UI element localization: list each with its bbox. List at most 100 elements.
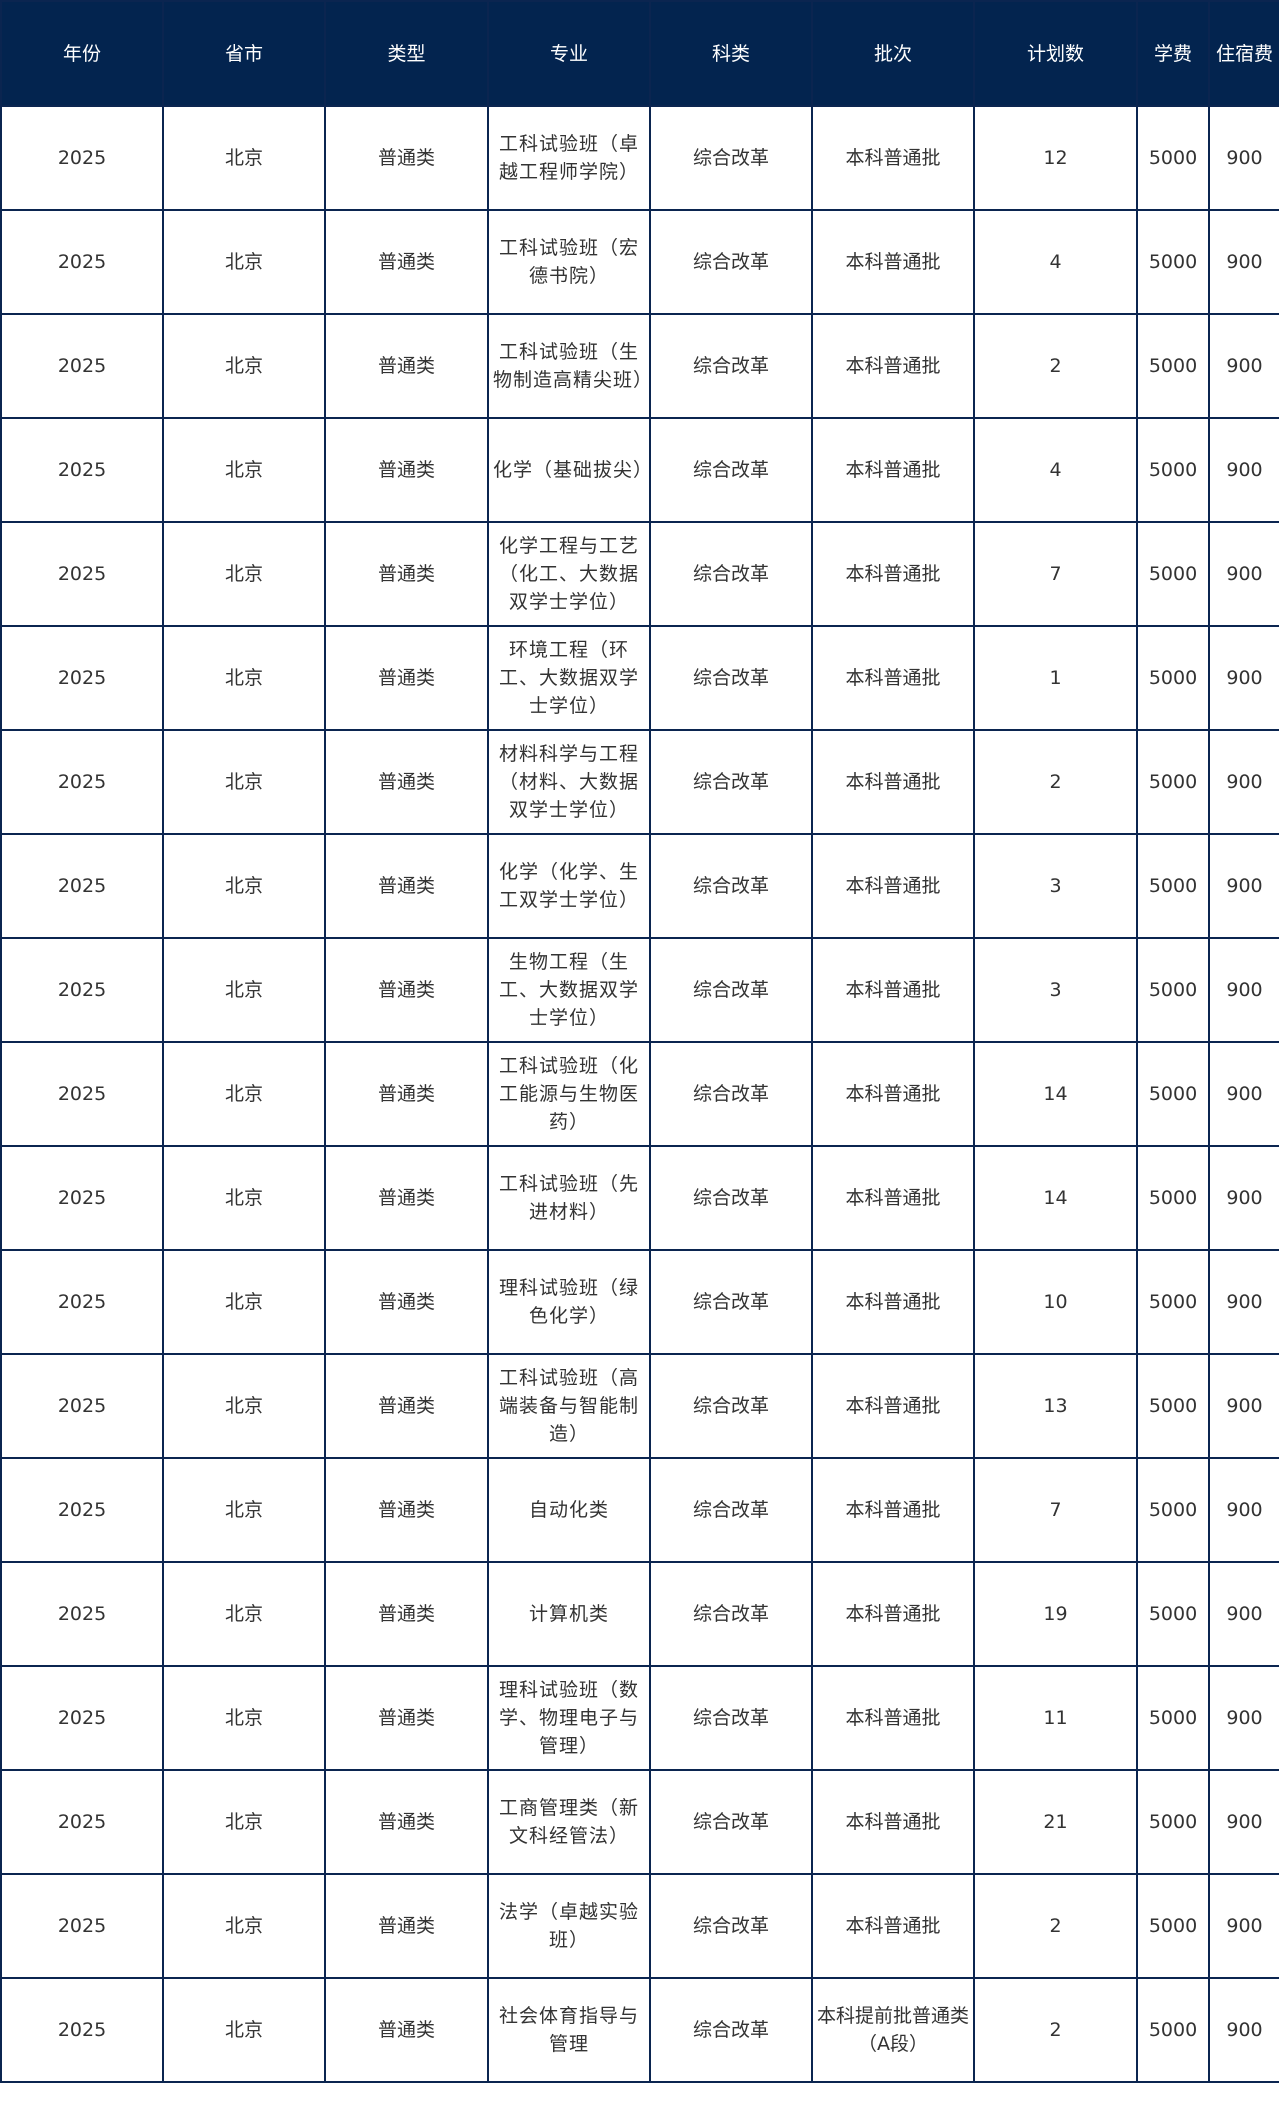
cell-major: 法学（卓越实验班） (487, 1873, 651, 1979)
cell-batch: 本科普通批 (811, 313, 975, 419)
cell-tuition: 5000 (1136, 1769, 1210, 1875)
cell-batch: 本科普通批 (811, 1457, 975, 1563)
cell-province: 北京 (162, 729, 326, 835)
cell-major: 化学（化学、生工双学士学位） (487, 833, 651, 939)
table-row: 2025 北京 普通类 计算机类 综合改革 本科普通批 19 5000 900 (0, 1561, 1279, 1667)
cell-dorm-fee: 900 (1208, 1249, 1279, 1355)
cell-year: 2025 (0, 729, 164, 835)
header-subject: 科类 (649, 0, 813, 107)
cell-plan-count: 7 (973, 1457, 1138, 1563)
cell-batch: 本科普通批 (811, 729, 975, 835)
header-major: 专业 (487, 0, 651, 107)
cell-province: 北京 (162, 625, 326, 731)
cell-major: 工科试验班（高端装备与智能制造） (487, 1353, 651, 1459)
cell-plan-count: 1 (973, 625, 1138, 731)
cell-tuition: 5000 (1136, 1561, 1210, 1667)
cell-dorm-fee: 900 (1208, 417, 1279, 523)
cell-province: 北京 (162, 1977, 326, 2083)
cell-plan-count: 2 (973, 313, 1138, 419)
cell-batch: 本科普通批 (811, 1561, 975, 1667)
cell-tuition: 5000 (1136, 1873, 1210, 1979)
cell-type: 普通类 (324, 417, 489, 523)
cell-major: 化学工程与工艺（化工、大数据双学士学位） (487, 521, 651, 627)
cell-subject: 综合改革 (649, 417, 813, 523)
cell-province: 北京 (162, 417, 326, 523)
cell-province: 北京 (162, 105, 326, 211)
cell-dorm-fee: 900 (1208, 209, 1279, 315)
cell-province: 北京 (162, 1769, 326, 1875)
cell-tuition: 5000 (1136, 1041, 1210, 1147)
cell-major: 工商管理类（新文科经管法） (487, 1769, 651, 1875)
cell-type: 普通类 (324, 1665, 489, 1771)
table-row: 2025 北京 普通类 工科试验班（先进材料） 综合改革 本科普通批 14 5000 900 (0, 1145, 1279, 1251)
cell-tuition: 5000 (1136, 105, 1210, 211)
cell-province: 北京 (162, 1145, 326, 1251)
table-row: 2025 北京 普通类 工科试验班（高端装备与智能制造） 综合改革 本科普通批 13 5000… (0, 1353, 1279, 1459)
cell-dorm-fee: 900 (1208, 1457, 1279, 1563)
cell-subject: 综合改革 (649, 833, 813, 939)
cell-type: 普通类 (324, 105, 489, 211)
cell-batch: 本科普通批 (811, 209, 975, 315)
cell-subject: 综合改革 (649, 313, 813, 419)
table-row: 2025 北京 普通类 工科试验班（卓越工程师学院） 综合改革 本科普通批 12 5000 90… (0, 105, 1279, 211)
cell-year: 2025 (0, 1353, 164, 1459)
cell-province: 北京 (162, 937, 326, 1043)
cell-major: 材料科学与工程（材料、大数据双学士学位） (487, 729, 651, 835)
cell-year: 2025 (0, 1873, 164, 1979)
cell-subject: 综合改革 (649, 1457, 813, 1563)
cell-type: 普通类 (324, 313, 489, 419)
cell-year: 2025 (0, 105, 164, 211)
cell-province: 北京 (162, 313, 326, 419)
table-row: 2025 北京 普通类 环境工程（环工、大数据双学士学位） 综合改革 本科普通批 1 5000… (0, 625, 1279, 731)
cell-dorm-fee: 900 (1208, 1353, 1279, 1459)
cell-tuition: 5000 (1136, 1249, 1210, 1355)
cell-plan-count: 7 (973, 521, 1138, 627)
cell-subject: 综合改革 (649, 105, 813, 211)
cell-plan-count: 21 (973, 1769, 1138, 1875)
cell-batch: 本科普通批 (811, 1665, 975, 1771)
header-plan-count: 计划数 (973, 0, 1138, 107)
table-row: 2025 北京 普通类 化学工程与工艺（化工、大数据双学士学位） 综合改革 本科普通批 7 5… (0, 521, 1279, 627)
cell-major: 计算机类 (487, 1561, 651, 1667)
cell-province: 北京 (162, 1353, 326, 1459)
cell-dorm-fee: 900 (1208, 105, 1279, 211)
cell-plan-count: 3 (973, 833, 1138, 939)
cell-batch: 本科普通批 (811, 1769, 975, 1875)
cell-type: 普通类 (324, 1457, 489, 1563)
cell-dorm-fee: 900 (1208, 521, 1279, 627)
cell-subject: 综合改革 (649, 1769, 813, 1875)
cell-subject: 综合改革 (649, 1561, 813, 1667)
header-year: 年份 (0, 0, 164, 107)
cell-year: 2025 (0, 1249, 164, 1355)
cell-type: 普通类 (324, 1873, 489, 1979)
cell-batch: 本科普通批 (811, 625, 975, 731)
cell-subject: 综合改革 (649, 1145, 813, 1251)
cell-dorm-fee: 900 (1208, 1665, 1279, 1771)
cell-year: 2025 (0, 521, 164, 627)
table-row: 2025 北京 普通类 理科试验班（绿色化学） 综合改革 本科普通批 10 5000 900 (0, 1249, 1279, 1355)
cell-batch: 本科普通批 (811, 937, 975, 1043)
cell-plan-count: 19 (973, 1561, 1138, 1667)
cell-type: 普通类 (324, 521, 489, 627)
cell-major: 化学（基础拔尖） (487, 417, 652, 523)
cell-dorm-fee: 900 (1208, 1041, 1279, 1147)
cell-dorm-fee: 900 (1208, 625, 1279, 731)
cell-batch: 本科普通批 (811, 1145, 975, 1251)
cell-year: 2025 (0, 417, 164, 523)
cell-plan-count: 4 (973, 209, 1138, 315)
cell-major: 工科试验班（化工能源与生物医药） (487, 1041, 651, 1147)
table-row: 2025 北京 普通类 工科试验班（化工能源与生物医药） 综合改革 本科普通批 14 5000… (0, 1041, 1279, 1147)
cell-province: 北京 (162, 1561, 326, 1667)
cell-province: 北京 (162, 1249, 326, 1355)
cell-type: 普通类 (324, 625, 489, 731)
cell-subject: 综合改革 (649, 521, 813, 627)
cell-plan-count: 10 (973, 1249, 1138, 1355)
header-dorm-fee: 住宿费 (1208, 0, 1279, 107)
cell-tuition: 5000 (1136, 313, 1210, 419)
cell-subject: 综合改革 (649, 1665, 813, 1771)
cell-dorm-fee: 900 (1208, 1977, 1279, 2083)
cell-type: 普通类 (324, 1145, 489, 1251)
table-row: 2025 北京 普通类 自动化类 综合改革 本科普通批 7 5000 900 (0, 1457, 1279, 1563)
cell-dorm-fee: 900 (1208, 1561, 1279, 1667)
